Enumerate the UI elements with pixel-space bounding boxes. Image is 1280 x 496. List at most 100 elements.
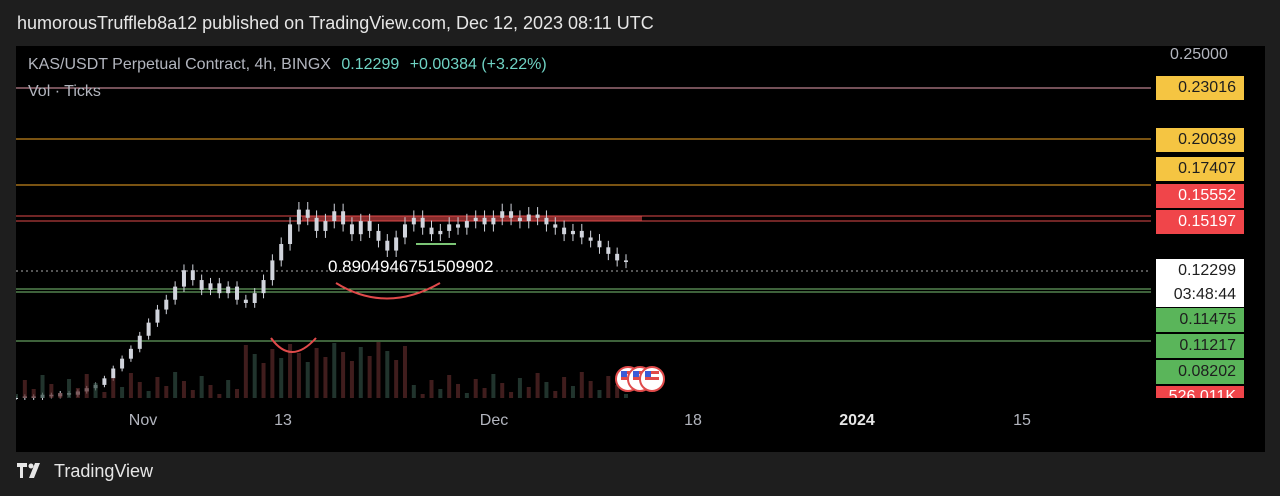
bar-countdown: 03:48:44 bbox=[1173, 286, 1236, 303]
volume-bar bbox=[128, 373, 133, 398]
price-label: 0.08202 bbox=[1156, 360, 1244, 384]
candle-body bbox=[464, 221, 469, 228]
time-axis-tick: Dec bbox=[479, 412, 509, 429]
volume-bar bbox=[535, 373, 540, 398]
time-axis-tick: 13 bbox=[274, 412, 292, 429]
volume-bar bbox=[93, 383, 98, 398]
volume-bar bbox=[570, 386, 575, 398]
volume-bar bbox=[606, 376, 611, 398]
candle-body bbox=[181, 270, 186, 287]
price-axis-tick: 0.25000 bbox=[1170, 46, 1228, 63]
candle-body bbox=[526, 214, 531, 222]
volume-bar bbox=[173, 372, 178, 398]
candle-body bbox=[606, 247, 611, 254]
candle-body bbox=[376, 230, 381, 241]
volume-bar bbox=[314, 348, 319, 398]
volume-bar bbox=[75, 388, 80, 398]
time-axis-tick: 18 bbox=[684, 412, 702, 429]
candle-body bbox=[120, 358, 125, 369]
volume-bar bbox=[243, 345, 248, 398]
volume-bar bbox=[296, 353, 301, 398]
candle-body bbox=[217, 283, 222, 294]
volume-bar bbox=[190, 390, 195, 398]
volume-bar bbox=[402, 346, 407, 398]
candle-body bbox=[16, 398, 18, 399]
candle-body bbox=[491, 217, 496, 225]
candle-body bbox=[597, 240, 602, 248]
volume-bar bbox=[102, 392, 107, 398]
symbol-title: KAS/USDT Perpetual Contract, 4h, BINGX bbox=[28, 56, 331, 73]
candle-body bbox=[155, 309, 160, 323]
volume-bar bbox=[49, 384, 54, 398]
volume-bar bbox=[332, 343, 337, 398]
candle-body bbox=[296, 209, 301, 225]
volume-bar bbox=[305, 362, 310, 398]
candle-body bbox=[226, 286, 231, 294]
volume-bar bbox=[279, 358, 284, 398]
volume-bar bbox=[473, 379, 478, 398]
candle-body bbox=[562, 227, 567, 235]
candle-body bbox=[146, 322, 151, 336]
candle-body bbox=[261, 280, 266, 294]
tradingview-footer[interactable]: TradingView bbox=[16, 458, 153, 484]
price-label: 0.15552 bbox=[1156, 184, 1244, 208]
price-label: 0.20039 bbox=[1156, 128, 1244, 152]
arc-annotation bbox=[270, 337, 317, 353]
volume-bar bbox=[16, 394, 18, 398]
candle-body bbox=[500, 211, 505, 218]
volume-bar bbox=[217, 394, 222, 398]
volume-bar bbox=[146, 391, 151, 398]
volume-bar bbox=[438, 389, 443, 398]
volume-bar bbox=[429, 380, 434, 398]
candle-body bbox=[411, 217, 416, 225]
chart-area[interactable]: 0.890494675150990​2 bbox=[16, 46, 1265, 452]
candle-body bbox=[615, 253, 620, 261]
volume-bar bbox=[31, 389, 36, 398]
time-axis-tick: 2024 bbox=[839, 412, 875, 429]
volume-bar bbox=[84, 374, 89, 398]
volume-bar bbox=[199, 376, 204, 398]
candle-body bbox=[456, 224, 461, 228]
candle-body bbox=[517, 217, 522, 222]
price-change: +0.00384 (+3.22%) bbox=[409, 56, 547, 73]
candle-body bbox=[429, 227, 434, 235]
price-label: 0.17407 bbox=[1156, 157, 1244, 181]
price-label: 0.15197 bbox=[1156, 210, 1244, 234]
volume-bar bbox=[358, 347, 363, 398]
us-flag-icon bbox=[621, 371, 635, 374]
candle-body bbox=[447, 224, 452, 231]
candle-body bbox=[137, 335, 142, 349]
volume-bar bbox=[155, 377, 160, 398]
candle-body bbox=[394, 237, 399, 251]
candle-body bbox=[349, 224, 354, 235]
volume-bar bbox=[235, 389, 240, 398]
chart-canvas[interactable]: 0.890494675150990​2 bbox=[16, 46, 1265, 452]
candle-body bbox=[279, 244, 284, 261]
volume-bar bbox=[341, 352, 346, 398]
volume-bar bbox=[597, 390, 602, 398]
volume-bar bbox=[252, 354, 257, 398]
us-flag-icon bbox=[645, 377, 659, 380]
volume-bar bbox=[22, 380, 27, 398]
tradingview-logo-icon bbox=[17, 463, 40, 478]
volume-bar bbox=[261, 363, 266, 398]
candle-body bbox=[402, 224, 407, 238]
us-flag-icon bbox=[633, 371, 647, 374]
volume-bar bbox=[500, 383, 505, 398]
candle-body bbox=[288, 224, 293, 245]
candle-body bbox=[588, 237, 593, 241]
volume-bar bbox=[208, 385, 213, 398]
volume-bar bbox=[67, 379, 72, 398]
candle-body bbox=[341, 211, 346, 225]
volume-label: 526.011K bbox=[1156, 386, 1244, 398]
candle-body bbox=[323, 221, 328, 231]
volume-bar bbox=[456, 384, 461, 398]
price-label: 0.11475 bbox=[1156, 308, 1244, 332]
symbol-legend[interactable]: KAS/USDT Perpetual Contract, 4h, BINGX 0… bbox=[28, 56, 547, 74]
volume-bar bbox=[349, 361, 354, 398]
candle-body bbox=[270, 260, 275, 281]
volume-bar bbox=[137, 382, 142, 398]
volume-bar bbox=[164, 386, 169, 398]
volume-bar bbox=[579, 372, 584, 398]
candle-body bbox=[624, 260, 628, 263]
